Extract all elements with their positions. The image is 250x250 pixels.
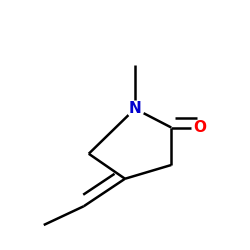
Text: O: O bbox=[194, 120, 206, 135]
Text: N: N bbox=[128, 101, 141, 116]
